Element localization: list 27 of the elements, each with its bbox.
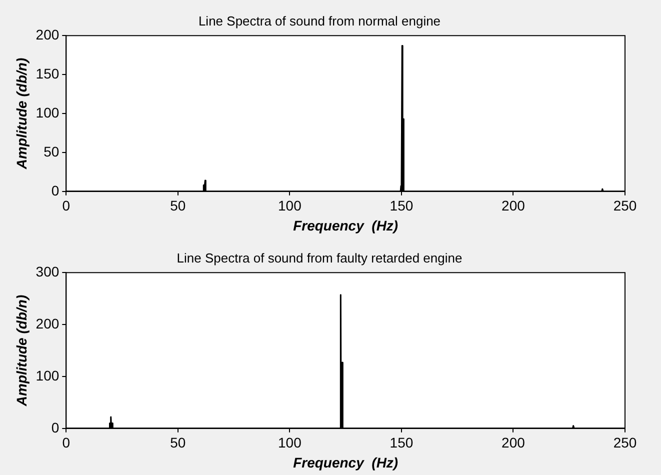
x-tick-label: 200 (502, 198, 526, 214)
y-tick-label: 100 (36, 104, 60, 120)
y-tick-label: 200 (36, 26, 60, 42)
y-tick-label: 50 (44, 143, 60, 160)
y-tick-label: 100 (36, 367, 60, 384)
y-tick-label: 200 (36, 315, 60, 332)
x-tick-label: 0 (62, 198, 70, 214)
x-tick-label: 250 (613, 198, 637, 214)
x-tick-label: 0 (62, 434, 70, 451)
x-axis-title: Frequency (Hz) (293, 454, 398, 470)
x-tick-label: 50 (170, 434, 186, 451)
x-tick-label: 100 (278, 434, 302, 451)
y-axis-title: Amplitude (db/n) (13, 294, 30, 408)
x-tick-label: 100 (278, 198, 302, 214)
chart-title: Line Spectra of sound from faulty retarded engine (176, 250, 462, 266)
y-tick-label: 0 (51, 419, 60, 436)
x-tick-label: 150 (390, 434, 414, 451)
x-tick-label: 250 (613, 434, 637, 451)
y-tick-label: 0 (51, 182, 60, 198)
x-tick-label: 50 (170, 198, 186, 214)
chart-title: Line Spectra of sound from normal engine (198, 13, 441, 28)
y-tick-label: 300 (36, 263, 60, 280)
x-tick-label: 150 (390, 198, 414, 214)
y-axis-title: Amplitude (db/n) (13, 58, 30, 170)
x-axis-title: Frequency (Hz) (293, 217, 398, 234)
y-tick-label: 150 (36, 65, 60, 82)
x-tick-label: 200 (502, 434, 526, 451)
